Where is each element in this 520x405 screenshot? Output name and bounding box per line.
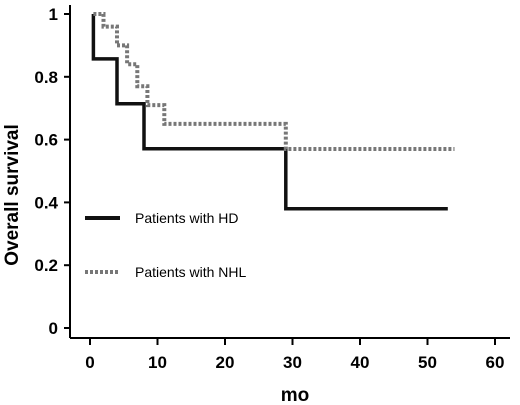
y-tick-label: 0.4 — [34, 193, 58, 212]
x-tick-label: 50 — [418, 353, 437, 372]
x-tick-label: 0 — [85, 353, 94, 372]
series-layer — [91, 12, 455, 211]
series-line-hd — [91, 14, 448, 211]
legend-item-nhl: Patients with NHL — [85, 264, 246, 280]
y-tick-label: 0.6 — [34, 131, 58, 150]
x-tick-label: 20 — [216, 353, 235, 372]
x-tick-label: 40 — [351, 353, 370, 372]
x-axis-title: mo — [281, 385, 310, 405]
x-ticks: 0 10 20 30 40 50 60 — [85, 338, 504, 372]
legend-item-hd: Patients with HD — [85, 210, 238, 226]
y-axis-title: Overall survival — [2, 124, 23, 266]
y-tick-label: 0.8 — [34, 68, 58, 87]
series-line-nhl — [93, 12, 455, 151]
legend-label-nhl: Patients with NHL — [135, 264, 246, 280]
y-ticks: 0 0.2 0.4 0.6 0.8 1 — [34, 5, 70, 338]
y-tick-label: 0 — [49, 319, 58, 338]
y-tick-label: 1 — [49, 5, 58, 24]
legend-label-hd: Patients with HD — [135, 210, 238, 226]
legend: Patients with HD Patients with NHL — [85, 210, 246, 280]
x-tick-label: 30 — [283, 353, 302, 372]
axes — [69, 5, 510, 339]
y-tick-label: 0.2 — [34, 256, 58, 275]
x-tick-label: 60 — [486, 353, 505, 372]
x-tick-label: 10 — [148, 353, 167, 372]
